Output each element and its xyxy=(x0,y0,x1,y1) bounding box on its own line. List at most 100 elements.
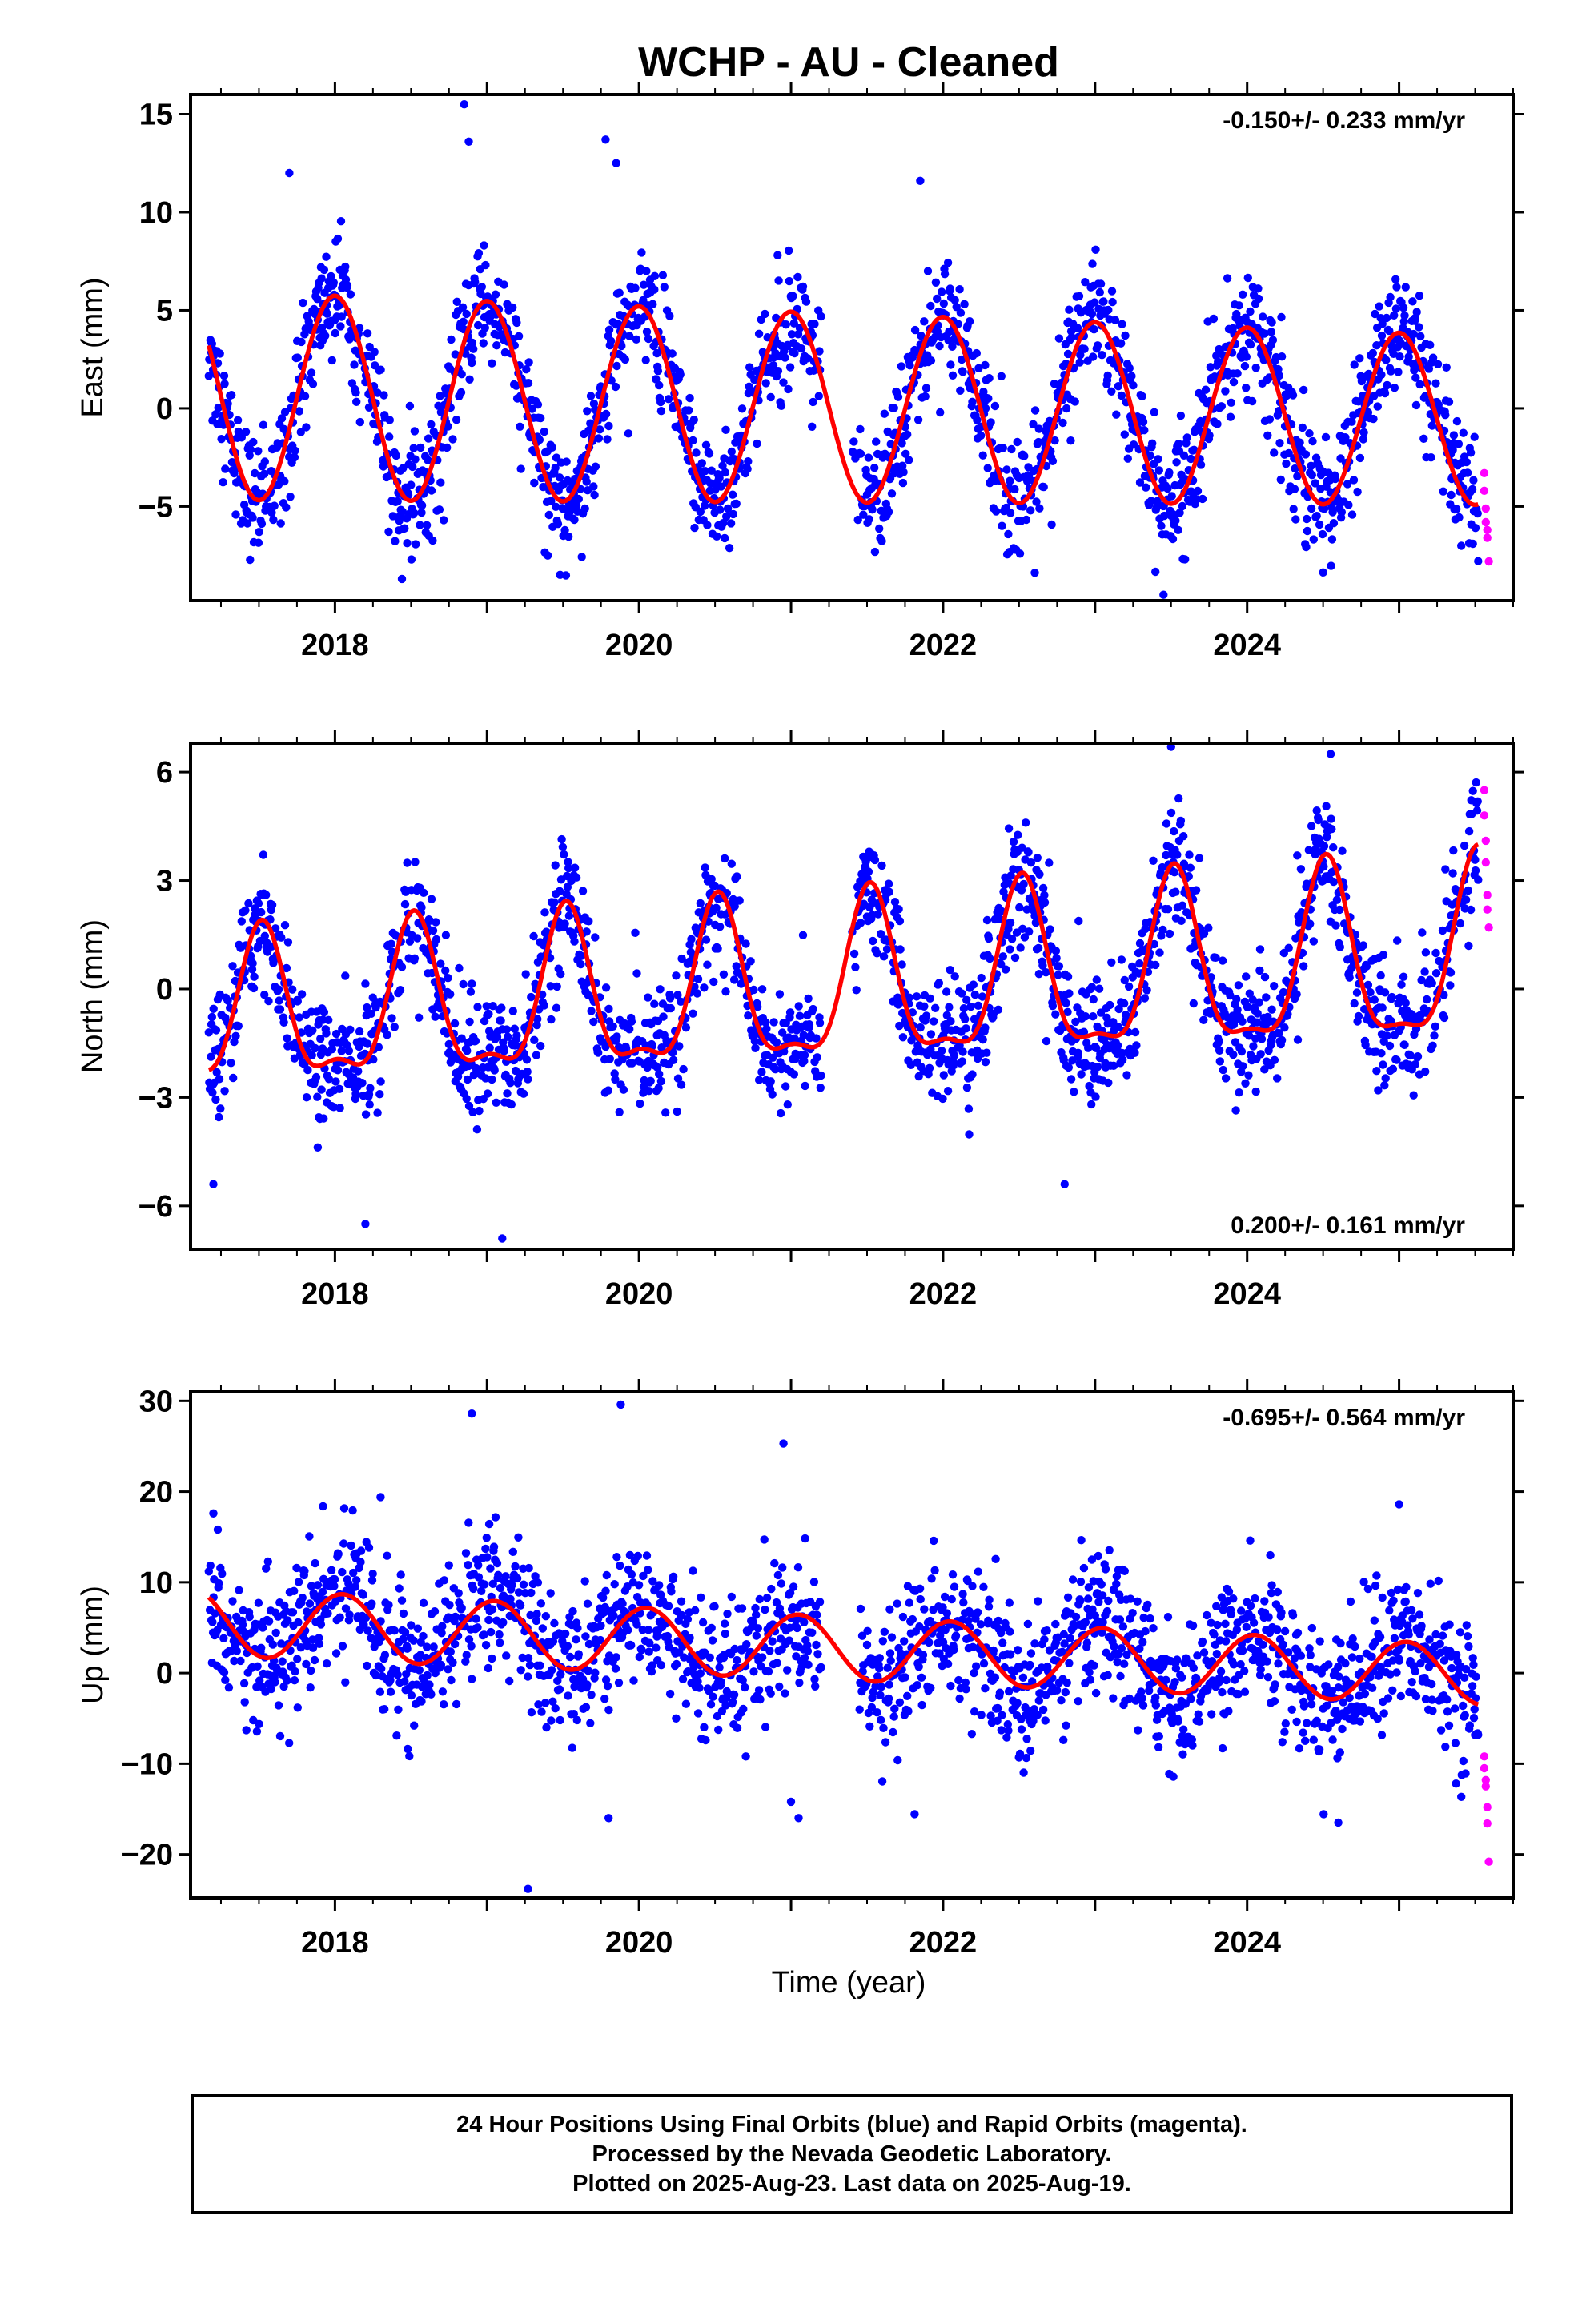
east-final-point xyxy=(462,309,471,319)
up-final-point xyxy=(551,1704,560,1713)
east-final-point xyxy=(1063,349,1073,359)
east-final-point xyxy=(276,519,285,528)
north-final-point xyxy=(1065,989,1074,998)
north-final-point xyxy=(274,985,283,994)
east-final-point xyxy=(793,272,802,282)
up-final-point xyxy=(768,1637,777,1646)
north-final-point xyxy=(965,1130,974,1139)
east-final-point xyxy=(1174,440,1183,448)
up-final-point xyxy=(749,1618,758,1626)
north-final-point xyxy=(397,963,407,971)
up-final-point xyxy=(464,1561,472,1570)
east-final-point xyxy=(231,510,240,519)
north-final-point xyxy=(1441,865,1450,874)
east-frame xyxy=(189,93,1515,602)
east-final-point xyxy=(257,519,267,529)
north-final-point xyxy=(1063,972,1073,981)
east-final-point xyxy=(913,416,923,424)
east-final-point xyxy=(1165,468,1174,477)
east-final-point xyxy=(436,408,446,416)
up-final-point xyxy=(430,1607,440,1616)
north-final-point xyxy=(1166,808,1176,818)
up-final-point xyxy=(789,1582,798,1591)
north-final-point xyxy=(560,850,568,859)
north-final-point xyxy=(1062,999,1070,1007)
north-final-point xyxy=(1243,1003,1252,1012)
east-x-tick-label: 2022 xyxy=(909,629,978,662)
up-final-point xyxy=(804,1660,813,1669)
east-final-point xyxy=(1463,468,1472,477)
north-final-point xyxy=(1431,969,1441,978)
east-final-point xyxy=(703,521,712,529)
north-final-point xyxy=(938,1094,947,1104)
east-final-point xyxy=(665,312,674,320)
north-final-point xyxy=(1020,933,1030,942)
east-final-point xyxy=(408,462,417,472)
north-final-point xyxy=(464,1101,474,1111)
up-final-point xyxy=(242,1726,251,1735)
up-final-point xyxy=(596,1621,605,1630)
north-final-point xyxy=(1464,826,1474,836)
north-final-point xyxy=(1186,863,1195,872)
north-final-point xyxy=(207,1052,215,1061)
north-final-point xyxy=(968,1070,977,1079)
north-final-point xyxy=(523,1068,532,1076)
north-final-point xyxy=(619,1085,628,1094)
east-final-point xyxy=(1275,371,1284,380)
north-final-point xyxy=(1178,901,1187,910)
east-final-point xyxy=(1174,525,1182,534)
east-final-point xyxy=(492,341,501,350)
east-final-point xyxy=(653,367,663,376)
east-final-point xyxy=(920,317,929,326)
east-final-point xyxy=(1390,384,1399,392)
north-final-point xyxy=(465,1017,474,1027)
east-final-point xyxy=(1254,284,1263,293)
east-final-point xyxy=(269,515,278,525)
east-final-point xyxy=(753,439,761,448)
up-final-point xyxy=(569,1710,578,1719)
up-final-point xyxy=(781,1689,789,1698)
up-final-point xyxy=(364,1543,374,1552)
north-final-point xyxy=(1449,846,1458,855)
north-final-point xyxy=(1380,1081,1389,1090)
north-final-point xyxy=(311,1043,319,1053)
east-final-point xyxy=(631,283,640,292)
east-final-point xyxy=(411,455,420,464)
north-final-point xyxy=(522,1055,532,1064)
east-final-point xyxy=(701,467,709,476)
up-final-point xyxy=(697,1593,705,1602)
north-final-point xyxy=(1329,843,1338,852)
east-final-point xyxy=(938,287,946,296)
up-final-point xyxy=(308,1635,317,1644)
north-final-point xyxy=(1165,929,1174,939)
north-final-point xyxy=(277,933,286,942)
east-outlier-point xyxy=(612,159,620,167)
up-final-point xyxy=(238,1620,247,1630)
north-final-point xyxy=(503,1089,512,1098)
north-final-point xyxy=(1471,866,1480,875)
north-final-point xyxy=(441,966,450,975)
up-final-point xyxy=(526,1610,535,1620)
north-final-point xyxy=(587,1007,596,1015)
up-final-point xyxy=(245,1612,254,1622)
east-final-point xyxy=(477,283,486,292)
up-final-point xyxy=(294,1578,303,1586)
east-final-point xyxy=(1383,380,1391,390)
north-final-point xyxy=(1361,1040,1370,1050)
north-final-point xyxy=(1253,1009,1262,1018)
north-final-point xyxy=(1176,816,1186,826)
north-final-point xyxy=(812,1034,821,1043)
up-final-point xyxy=(600,1602,609,1612)
north-final-point xyxy=(1273,1074,1282,1083)
east-final-point xyxy=(905,361,914,370)
east-final-point xyxy=(1408,297,1417,306)
north-final-point xyxy=(403,858,412,867)
north-final-point xyxy=(582,927,591,936)
up-final-point xyxy=(290,1676,299,1685)
north-final-point xyxy=(789,1070,798,1079)
east-final-point xyxy=(319,265,329,275)
east-final-point xyxy=(1404,352,1413,361)
east-final-point xyxy=(512,318,521,328)
east-final-point xyxy=(1344,501,1353,509)
north-final-point xyxy=(1130,1048,1139,1058)
